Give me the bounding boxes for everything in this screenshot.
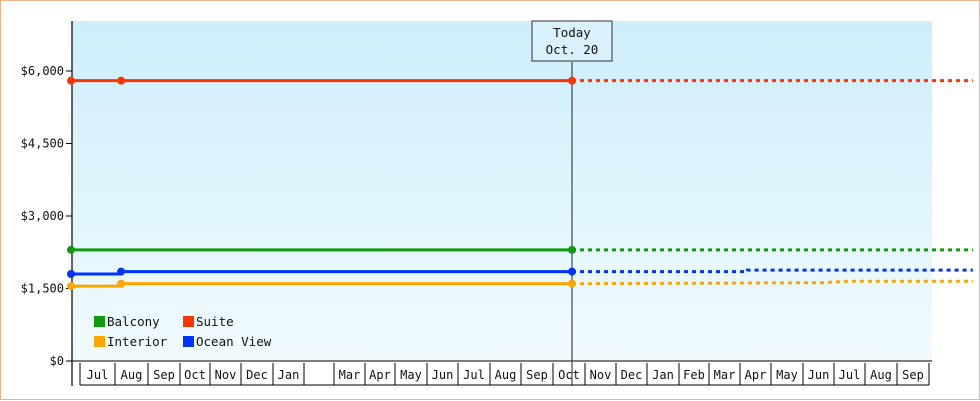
series-balcony-point	[67, 245, 75, 254]
month-label: Oct	[184, 368, 206, 382]
month-label: Jul	[839, 368, 861, 382]
legend-label-suite: Suite	[196, 314, 234, 329]
month-label: Jan	[652, 368, 674, 382]
legend-swatch-ocean-view	[183, 336, 194, 347]
month-label: Dec	[621, 368, 643, 382]
month-label: Jul	[463, 368, 485, 382]
legend-label-interior: Interior	[107, 334, 168, 349]
today-box	[531, 20, 613, 62]
month-label: Aug	[495, 368, 517, 382]
legend-label-balcony: Balcony	[107, 314, 160, 329]
month-axis: Jul Aug Sep Oct Nov Dec Jan Mar Apr May Jun Jul Aug S…	[79, 363, 930, 386]
month-label: Jun	[808, 368, 830, 382]
y-tick-label: $4,500	[21, 137, 64, 151]
y-tick-label: $1,500	[21, 282, 64, 296]
y-tick-label: $3,000	[21, 209, 64, 223]
month-label: Oct	[558, 368, 580, 382]
month-label: Sep	[902, 368, 924, 382]
month-label: Aug	[121, 368, 143, 382]
month-label: Nov	[590, 368, 612, 382]
series-interior-point	[568, 279, 576, 288]
series-balcony-point	[568, 245, 576, 254]
series-ocean-view-projected	[572, 268, 973, 274]
month-label: May	[776, 368, 798, 382]
month-label: Mar	[339, 368, 361, 382]
plot-background	[72, 21, 932, 361]
month-label: Jan	[278, 368, 300, 382]
series-ocean-view-point	[117, 267, 126, 276]
series-interior-point	[117, 279, 126, 288]
legend-swatch-interior	[94, 336, 105, 347]
month-label: Mar	[714, 368, 736, 382]
legend-swatch-balcony	[94, 316, 105, 327]
month-label: Aug	[870, 368, 892, 382]
month-label: Jun	[432, 368, 454, 382]
month-label: Dec	[246, 368, 268, 382]
month-label: Feb	[683, 368, 705, 382]
legend-label-ocean-view: Ocean View	[196, 334, 272, 349]
series-suite-point	[568, 76, 576, 85]
series-suite-point	[67, 76, 75, 85]
series-suite-point	[117, 76, 126, 85]
month-label: Sep	[153, 368, 175, 382]
month-label: Jul	[87, 368, 109, 382]
month-label: Sep	[526, 368, 548, 382]
month-label: May	[400, 368, 422, 382]
y-tick-label: $0	[50, 354, 64, 368]
month-label: Nov	[215, 368, 237, 382]
series-ocean-view-point	[568, 267, 576, 276]
month-label: Apr	[745, 368, 767, 382]
today-label: Today	[553, 25, 591, 40]
legend-swatch-suite	[183, 316, 194, 327]
series-interior-point	[67, 282, 75, 291]
y-tick-label: $6,000	[21, 64, 64, 78]
series-ocean-view-point	[67, 270, 75, 278]
series-interior-projected	[571, 279, 973, 286]
today-date: Oct. 20	[546, 42, 599, 57]
month-label: Apr	[369, 368, 391, 382]
